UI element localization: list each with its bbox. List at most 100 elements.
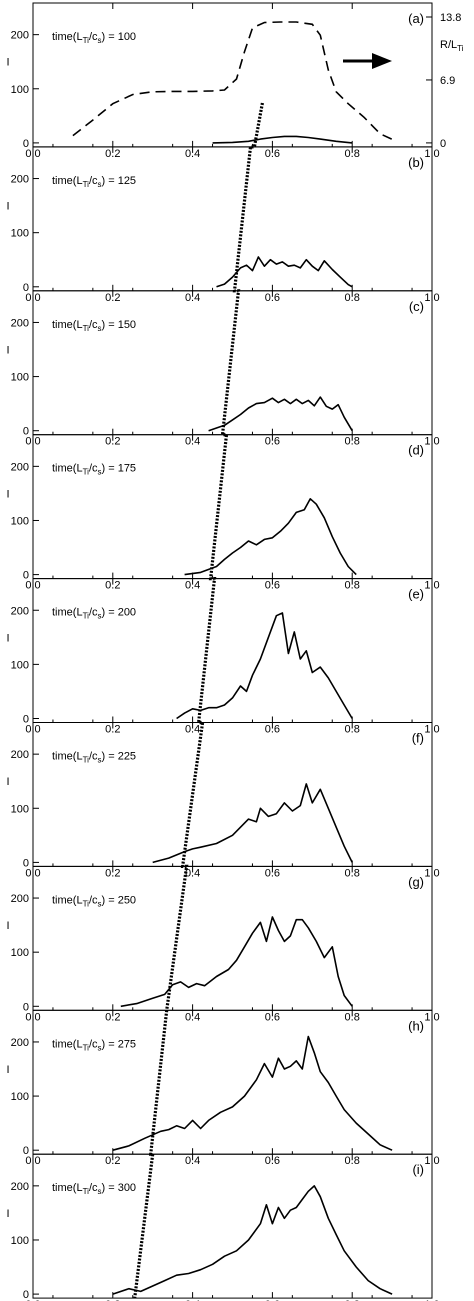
intensity-curve: [208, 396, 353, 432]
x-tick-label: 0.2: [105, 292, 120, 304]
y-tick-label: 200: [11, 893, 29, 905]
x-tick-label: 0.2: [105, 1011, 120, 1023]
panel-letter: (c): [409, 299, 424, 314]
intensity-curve: [112, 1035, 393, 1151]
time-label: time(LTi/cs) = 250: [52, 894, 136, 908]
x-tick-label: 0.8: [345, 580, 360, 592]
x-tick-label: 0.2: [105, 724, 120, 736]
y-tick-label: 0: [23, 282, 29, 294]
x-tick-label: 0.8: [345, 1299, 360, 1301]
panel-frame: [32, 434, 433, 580]
panel-b: 0.0 0.2 0.4 0.6 0.8 1.00100200I(b)time(LTi/cs…: [6, 146, 440, 304]
y-tick-label: 200: [11, 461, 29, 473]
right-y-tick-label: 0: [440, 138, 446, 150]
y-tick-label: 200: [11, 30, 29, 42]
intensity-curve: [152, 783, 353, 864]
right-y-tick-label: 6.9: [440, 75, 455, 87]
panel-i: 0.0 0.2 0.4 0.6 0.8 1.0 0 100 200 I (i) time(LTi/cs…: [6, 1153, 440, 1301]
x-tick-label: 0.6: [265, 580, 280, 592]
y-tick-label: 200: [11, 1181, 29, 1193]
panel-letter: (i): [412, 1162, 424, 1177]
panel-letter: (b): [408, 155, 424, 170]
y-tick-label: 200: [11, 605, 29, 617]
y-tick-label: 100: [11, 515, 29, 527]
front-line-dotted: [133, 102, 264, 1299]
time-label: time(LTi/cs) = 125: [52, 175, 136, 189]
panel-frame: [32, 865, 433, 1011]
x-tick-label: 0.6: [265, 292, 280, 304]
time-label: time(LTi/cs) = 300: [52, 1182, 136, 1196]
x-tick-label: 0.2: [105, 1299, 120, 1301]
y-tick-label: 200: [11, 1037, 29, 1049]
intensity-curve: [212, 135, 353, 144]
panel-c: 0.0 0.2 0.4 0.6 0.8 1.00100200I(c)time(LTi/cs…: [6, 290, 440, 448]
y-tick-label: 100: [11, 803, 29, 815]
y-tick-label: 100: [11, 228, 29, 240]
y-axis-label: I: [6, 1208, 9, 1220]
y-tick-label: 0: [23, 426, 29, 438]
x-tick-label: 0.8: [345, 867, 360, 879]
panel-letter: (f): [412, 731, 424, 746]
x-tick-label: 0.4: [185, 148, 200, 160]
panel-g: 0.0 0.2 0.4 0.6 0.8 1.00100200I(g)time(LTi/cs…: [6, 865, 440, 1023]
time-label: time(LTi/cs) = 175: [52, 463, 136, 477]
x-tick-label: 0.6: [265, 148, 280, 160]
y-tick-label: 100: [11, 1235, 29, 1247]
x-tick-label: 1.0: [424, 1299, 439, 1301]
y-tick-label: 0: [23, 570, 29, 582]
intensity-curve: [112, 1185, 393, 1295]
x-tick-label: 0.4: [185, 580, 200, 592]
panel-frame: [32, 290, 433, 436]
y-tick-label: 100: [11, 947, 29, 959]
x-tick-label: 0.8: [345, 724, 360, 736]
y-axis-label: I: [6, 201, 9, 213]
x-tick-label: 0.6: [265, 1299, 280, 1301]
y-tick-label: 200: [11, 317, 29, 329]
y-tick-label: 100: [11, 659, 29, 671]
x-tick-label: 0.2: [105, 148, 120, 160]
intensity-curve: [216, 256, 353, 288]
gradient-profile-dashed: [72, 21, 393, 141]
time-label: time(LTi/cs) = 150: [52, 319, 136, 333]
panel-letter: (g): [408, 874, 424, 889]
y-axis-label: I: [6, 488, 9, 500]
time-label: time(LTi/cs) = 200: [52, 607, 136, 621]
y-axis-label: I: [6, 1064, 9, 1076]
x-tick-label: 0.8: [345, 1011, 360, 1023]
y-axis-label: I: [6, 776, 9, 788]
panel-letter: (e): [408, 587, 424, 602]
panel-frame: [32, 146, 433, 292]
x-tick-label: 0.6: [265, 724, 280, 736]
time-label: time(LTi/cs) = 225: [52, 751, 136, 765]
y-axis-label: I: [6, 345, 9, 357]
y-tick-label: 100: [11, 84, 29, 96]
y-tick-label: 0: [23, 138, 29, 150]
intensity-curve: [176, 612, 353, 720]
x-tick-label: 0.2: [105, 580, 120, 592]
right-axis-label: R/LTi: [440, 39, 464, 53]
y-tick-label: 200: [11, 749, 29, 761]
x-tick-label: 0.0: [25, 1299, 40, 1301]
x-tick-label: 0.4: [185, 292, 200, 304]
panel-letter: (h): [408, 1018, 424, 1033]
intensity-curve: [120, 916, 353, 1008]
x-tick-label: 0.2: [105, 867, 120, 879]
panel-frame: [32, 1009, 433, 1155]
y-axis-label: I: [6, 920, 9, 932]
panel-a: 0.0 0.2 0.4 0.6 0.8 1.00100200I(a)time(LTi/cs…: [6, 2, 464, 160]
x-tick-label: 0.4: [185, 436, 200, 448]
x-tick-label: 0.6: [265, 1011, 280, 1023]
y-axis-label: I: [6, 632, 9, 644]
panel-h: 0.0 0.2 0.4 0.6 0.8 1.00100200I(h)time(LTi/cs…: [6, 1009, 440, 1167]
panel-d: 0.0 0.2 0.4 0.6 0.8 1.00100200I(d)time(LTi/cs…: [6, 434, 440, 592]
x-tick-label: 0.4: [185, 724, 200, 736]
panel-frame: [32, 1153, 433, 1299]
y-tick-label: 0: [23, 1289, 29, 1301]
x-tick-label: 0.8: [345, 148, 360, 160]
panel-e: 0.0 0.2 0.4 0.6 0.8 1.00100200I(e)time(LTi/cs…: [6, 578, 440, 736]
y-tick-label: 0: [23, 714, 29, 726]
x-tick-label: 0.8: [345, 436, 360, 448]
y-tick-label: 100: [11, 1091, 29, 1103]
x-tick-label: 0.2: [105, 436, 120, 448]
